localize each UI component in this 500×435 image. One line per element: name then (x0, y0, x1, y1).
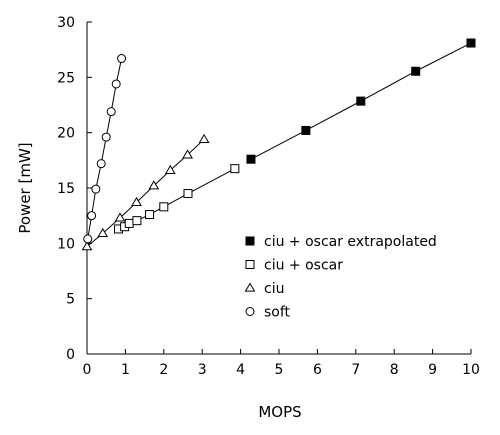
x-tick-label: 9 (428, 362, 437, 378)
data-point (114, 212, 126, 222)
data-point (97, 227, 109, 238)
legend-marker (245, 260, 255, 269)
x-axis-label: MOPS (258, 403, 301, 421)
series-3 (83, 54, 127, 244)
axes: 0 1 2 3 4 5 6 7 8 9 10 0 5 10 15 20 25 30 (57, 15, 480, 378)
x-tick-label: 1 (121, 362, 130, 378)
legend: ciu + oscar extrapolated ciu + oscar ciu so… (244, 234, 437, 321)
y-tick-label: 30 (57, 15, 75, 31)
x-tick-label: 0 (83, 362, 92, 378)
series-group (81, 38, 476, 251)
y-tick-label: 20 (57, 126, 75, 142)
data-point (117, 54, 127, 64)
data-point (246, 154, 256, 164)
data-point (148, 180, 160, 190)
data-point (96, 159, 106, 169)
data-point (230, 164, 240, 174)
x-tick-label: 7 (351, 362, 360, 378)
legend-marker (245, 236, 255, 246)
series-1 (113, 164, 240, 234)
x-tick-label: 2 (159, 362, 168, 378)
legend-label: ciu + oscar extrapolated (264, 234, 437, 250)
legend-item: soft (245, 305, 291, 321)
data-point (81, 241, 93, 251)
data-point (411, 66, 421, 76)
y-tick-label: 25 (57, 70, 75, 86)
data-point (131, 196, 142, 207)
legend-item: ciu (244, 281, 284, 297)
data-point (466, 38, 476, 48)
data-point (87, 211, 97, 221)
data-point (83, 234, 93, 244)
y-tick-label: 10 (57, 236, 75, 252)
legend-item: ciu + oscar (245, 258, 343, 274)
y-tick-label: 5 (66, 292, 75, 308)
data-point (183, 189, 193, 199)
data-point (91, 184, 101, 194)
data-point (101, 132, 111, 142)
data-point (159, 202, 169, 212)
legend-label: ciu (264, 281, 284, 297)
data-point (356, 96, 366, 106)
legend-label: soft (264, 305, 291, 321)
data-point (301, 125, 311, 135)
x-tick-label: 4 (236, 362, 245, 378)
x-tick-label: 8 (390, 362, 399, 378)
data-point (164, 164, 176, 174)
x-tick-label: 10 (462, 362, 480, 378)
legend-item: ciu + oscar extrapolated (245, 234, 437, 250)
x-tick-label: 3 (198, 362, 207, 378)
y-tick-label: 0 (66, 347, 75, 363)
x-tick-label: 6 (313, 362, 322, 378)
legend-label: ciu + oscar (264, 258, 343, 274)
data-point (106, 107, 116, 117)
data-point (145, 210, 155, 220)
data-point (124, 218, 134, 228)
series-2 (81, 133, 210, 251)
y-axis-label: Power [mW] (16, 142, 34, 233)
legend-marker (245, 307, 255, 316)
series-0 (246, 38, 476, 164)
x-tick-label: 5 (275, 362, 284, 378)
data-point (198, 133, 210, 143)
y-tick-label: 15 (57, 181, 75, 197)
data-point (111, 79, 121, 89)
data-point (132, 216, 142, 226)
legend-marker (244, 282, 256, 292)
data-point (182, 149, 193, 159)
